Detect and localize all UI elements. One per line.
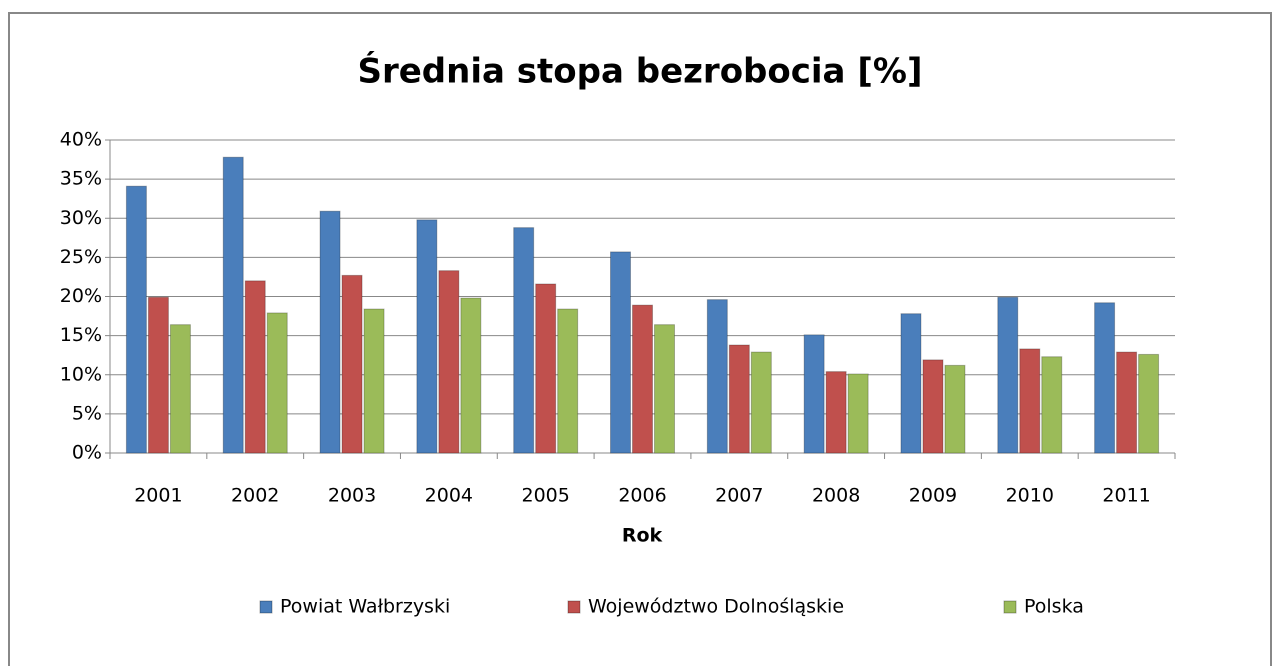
bar <box>610 251 631 454</box>
x-tick-label: 2011 <box>1102 485 1150 507</box>
x-tick-label: 2007 <box>715 485 763 507</box>
bar <box>750 351 772 454</box>
x-tick-label: 2003 <box>328 485 376 507</box>
chart-title: Średnia stopa bezrobocia [%] <box>357 51 922 92</box>
y-tick-label: 25% <box>60 246 102 268</box>
bar <box>1019 348 1041 454</box>
bar <box>341 274 363 454</box>
bar <box>1116 351 1138 454</box>
bar <box>632 304 653 454</box>
bar <box>825 371 847 454</box>
bar <box>244 280 266 454</box>
bar <box>438 270 460 454</box>
bar <box>922 359 944 454</box>
x-tick-label: 2004 <box>425 485 473 507</box>
bar <box>1041 356 1063 454</box>
x-tick-label: 2009 <box>909 485 957 507</box>
legend-swatch <box>1003 600 1017 614</box>
bar <box>222 156 244 454</box>
y-tick-label: 20% <box>60 285 102 307</box>
bar <box>1138 353 1160 454</box>
bar <box>803 334 825 454</box>
bar <box>460 297 482 454</box>
bar <box>1094 302 1116 454</box>
y-tick-label: 40% <box>60 129 102 151</box>
bar <box>266 312 288 454</box>
legend-label: Polska <box>1024 596 1084 618</box>
x-tick-label: 2002 <box>231 485 279 507</box>
x-tick-label: 2008 <box>812 485 860 507</box>
bar <box>706 299 728 454</box>
bar <box>125 185 147 454</box>
x-axis-label: Rok <box>622 525 663 547</box>
bar <box>169 324 191 454</box>
bar <box>363 308 385 454</box>
bar <box>997 296 1019 454</box>
y-tick-label: 0% <box>72 442 102 464</box>
y-tick-label: 10% <box>60 363 102 385</box>
bar <box>728 344 750 454</box>
y-tick-label: 5% <box>72 402 102 424</box>
bar <box>319 210 341 454</box>
legend-swatch <box>259 600 273 614</box>
bar <box>416 219 438 454</box>
bar <box>535 283 557 454</box>
bar <box>900 313 922 454</box>
bar <box>944 364 966 454</box>
y-tick-label: 15% <box>60 324 102 346</box>
x-tick-label: 2010 <box>1006 485 1054 507</box>
bar <box>147 296 169 454</box>
legend-swatch <box>567 600 581 614</box>
bar <box>557 308 579 454</box>
legend-label: Województwo Dolnośląskie <box>588 596 844 618</box>
y-tick-label: 35% <box>60 168 102 190</box>
x-tick-label: 2005 <box>522 485 570 507</box>
bar <box>847 373 869 454</box>
legend-label: Powiat Wałbrzyski <box>280 596 450 618</box>
x-tick-label: 2006 <box>618 485 666 507</box>
y-tick-label: 30% <box>60 207 102 229</box>
x-tick-label: 2001 <box>134 485 182 507</box>
bar <box>654 324 675 454</box>
bar <box>513 227 535 454</box>
